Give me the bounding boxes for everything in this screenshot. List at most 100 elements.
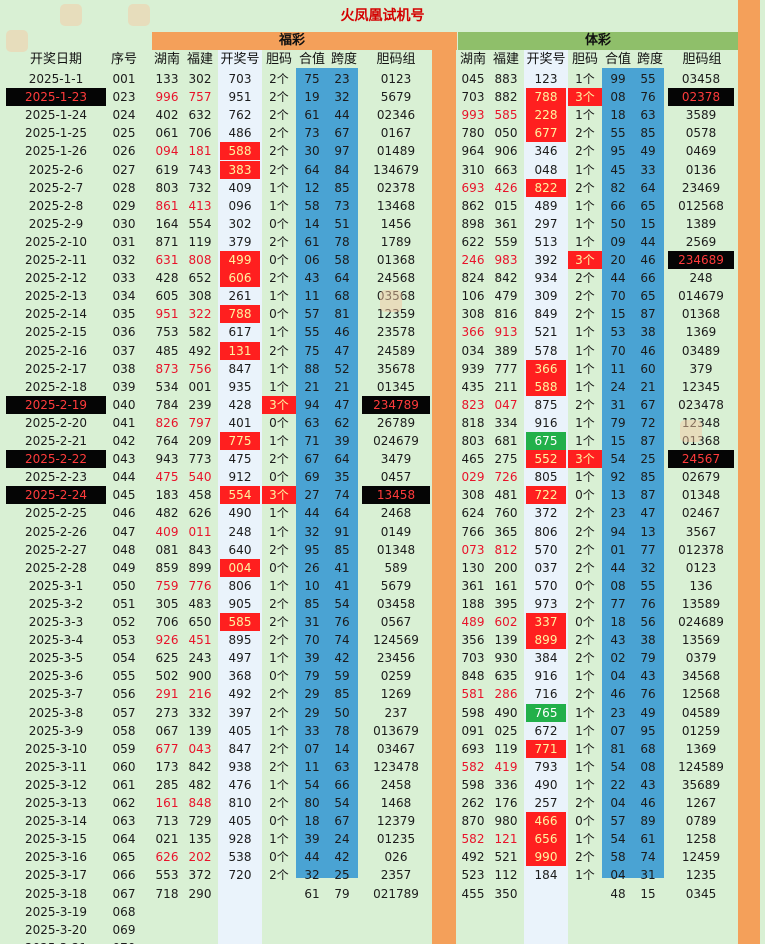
fucai-cell: 2个: [269, 633, 289, 648]
fucai-cell: 14: [304, 216, 320, 231]
fucai-cell: 021789: [373, 886, 419, 901]
fucai-cell: 943: [155, 452, 179, 467]
draw-seq: 031: [112, 234, 136, 249]
ticai-cell: 31: [640, 868, 656, 883]
fucai-cell: 94: [304, 397, 320, 412]
ticai-cell: 334: [494, 415, 518, 430]
fucai-cell: 379: [228, 234, 252, 249]
ticai-cell: 392: [534, 253, 558, 267]
draw-date: 2025-3-16: [24, 850, 88, 865]
fucai-cell: 68: [334, 289, 350, 304]
fucai-cell: 497: [228, 651, 252, 666]
fucai-cell: 131: [220, 341, 260, 360]
fucai-cell: 332: [188, 705, 212, 720]
fucai-cell: 308: [188, 289, 212, 304]
ticai-cell: 1个: [575, 777, 595, 792]
ticai-cell: 81: [610, 741, 626, 756]
fucai-cell: 02378: [376, 180, 416, 195]
fucai-cell: 847: [228, 741, 252, 756]
ticai-cell: 365: [494, 524, 518, 539]
fucai-cell: 757: [188, 90, 212, 105]
ticai-cell: 492: [461, 850, 485, 865]
draw-date: 2025-2-8: [28, 198, 84, 213]
fucai-cell: 85: [334, 687, 350, 702]
seq-column-header: 序号: [110, 52, 137, 67]
fucai-column-header: 福建: [186, 52, 213, 67]
fucai-cell: 01489: [376, 144, 416, 159]
fucai-cell: 553: [155, 868, 179, 883]
ticai-cell: 20: [610, 253, 626, 267]
ticai-cell: 308: [461, 307, 485, 322]
fucai-cell: 1个: [269, 723, 289, 738]
fucai-cell: 797: [188, 415, 212, 430]
draw-seq: 039: [112, 379, 136, 394]
fucai-cell: [362, 939, 430, 944]
fucai-cell: 78: [334, 234, 350, 249]
ticai-column-header: 开奖号: [526, 52, 566, 67]
ticai-cell: 63: [640, 108, 656, 123]
ticai-column-header: 合值: [604, 52, 631, 67]
fucai-cell: 39: [304, 651, 320, 666]
ticai-cell: 12459: [681, 850, 721, 865]
fucai-cell: 1789: [380, 234, 412, 249]
ticai-cell: 862: [461, 198, 485, 213]
fucai-cell: 243: [188, 651, 212, 666]
fucai-cell: 588: [220, 142, 260, 161]
ticai-cell: 481: [494, 488, 518, 503]
ticai-cell: [668, 921, 734, 939]
ticai-cell: 46: [640, 796, 656, 810]
ticai-cell: 76: [640, 596, 656, 611]
ticai-cell: 906: [494, 144, 518, 159]
draw-date: 2025-3-12: [24, 777, 88, 792]
fucai-cell: 70: [304, 633, 320, 648]
ticai-cell: 95: [610, 144, 626, 159]
ticai-cell: 675: [526, 432, 566, 451]
fucai-cell: 161: [155, 796, 179, 810]
fucai-cell: 61: [304, 108, 320, 123]
fucai-cell: 79: [304, 669, 320, 684]
ticai-cell: 2个: [575, 651, 595, 666]
fucai-cell: 133: [155, 72, 179, 86]
fucai-cell: 788: [220, 305, 260, 324]
ticai-cell: 521: [534, 325, 558, 340]
fucai-cell: 401: [228, 415, 252, 430]
ticai-cell: 050: [494, 126, 518, 141]
ticai-cell: 54: [610, 452, 626, 467]
ticai-cell: 361: [494, 216, 518, 231]
ticai-cell: 3个: [568, 251, 602, 270]
ticai-cell: 70: [610, 343, 626, 358]
fucai-cell: 873: [155, 361, 179, 376]
draw-seq: 001: [112, 72, 136, 86]
fucai-cell: 01348: [376, 542, 416, 557]
ticai-cell: 822: [526, 178, 566, 197]
draw-date: 2025-1-26: [24, 144, 88, 159]
draw-seq: 065: [112, 850, 136, 865]
ticai-cell: 46: [640, 253, 656, 267]
ticai-cell: 842: [494, 271, 518, 286]
fucai-cell: 80: [304, 796, 320, 810]
ticai-cell: 582: [461, 832, 485, 847]
ticai-cell: 552: [526, 450, 566, 469]
fucai-cell: [184, 921, 216, 939]
fucai-cell: 0个: [269, 669, 289, 684]
ticai-cell: 916: [534, 669, 558, 684]
fucai-cell: 0457: [380, 470, 412, 485]
fucai-cell: 42: [334, 850, 350, 865]
ticai-cell: [604, 939, 632, 944]
fucai-cell: 859: [155, 560, 179, 575]
fucai-cell: 41: [334, 578, 350, 593]
fucai-cell: [152, 921, 182, 939]
fucai-cell: 24: [334, 832, 350, 847]
ticai-cell: 3589: [685, 108, 717, 123]
ticai-cell: 939: [461, 361, 485, 376]
fucai-cell: 451: [188, 633, 212, 648]
ticai-cell: 23: [610, 506, 626, 521]
fucai-cell: 19: [304, 90, 320, 105]
ticai-cell: 0个: [575, 615, 595, 629]
fucai-cell: 62: [334, 415, 350, 430]
fucai-cell: 79: [334, 886, 350, 901]
fucai-cell: 2个: [269, 796, 289, 810]
fucai-cell: [184, 903, 216, 921]
ticai-cell: 2个: [575, 126, 595, 141]
fucai-cell: 554: [188, 216, 212, 231]
